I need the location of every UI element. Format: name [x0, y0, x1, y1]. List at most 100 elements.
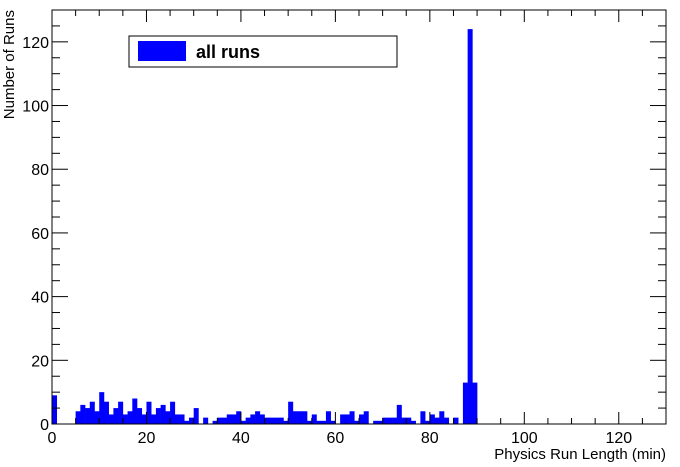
histogram-bar	[434, 417, 440, 424]
histogram-bar	[462, 382, 468, 424]
histogram-bar	[373, 420, 379, 424]
histogram-bar	[222, 417, 228, 424]
histogram-bar	[278, 417, 284, 424]
histogram-bar	[255, 411, 261, 424]
histogram-bar	[89, 401, 95, 424]
y-tick-label: 60	[31, 226, 49, 243]
histogram-bar	[245, 417, 251, 424]
histogram-bar	[269, 417, 275, 424]
histogram-bar	[382, 417, 388, 424]
histogram-bar	[75, 411, 81, 424]
histogram-bar	[141, 414, 147, 424]
histogram-bar	[273, 417, 279, 424]
histogram-bar	[330, 420, 336, 424]
histogram-bar	[302, 411, 308, 424]
legend: all runs	[128, 35, 398, 68]
y-tick-label: 100	[22, 99, 49, 116]
histogram-bar	[236, 411, 242, 424]
histogram-bar	[321, 420, 327, 424]
histogram-bar	[217, 417, 223, 424]
y-tick-label: 20	[31, 353, 49, 370]
histogram-bar	[108, 414, 114, 424]
histogram-bar	[453, 417, 459, 424]
histogram-bar	[132, 398, 138, 424]
histogram-bar	[311, 414, 317, 424]
histogram-bar	[99, 392, 105, 424]
histogram-bar	[179, 414, 185, 424]
histogram-bar	[165, 411, 171, 424]
y-tick-label: 40	[31, 290, 49, 307]
histogram-bar	[377, 420, 383, 424]
histogram-bar	[472, 382, 478, 424]
histogram-bar	[118, 401, 124, 424]
x-tick-label: 60	[327, 430, 345, 447]
histogram-bar	[288, 401, 294, 424]
histogram-bar	[396, 404, 402, 424]
histogram-bar	[188, 417, 194, 424]
x-tick-label: 20	[138, 430, 156, 447]
y-tick-label: 0	[40, 417, 49, 434]
histogram-bar	[340, 414, 346, 424]
plot-background	[52, 10, 666, 424]
histogram-bar	[203, 417, 209, 424]
histogram-bar	[155, 408, 161, 424]
histogram-bar	[349, 411, 355, 424]
histogram-bar	[250, 414, 256, 424]
x-axis-label: Physics Run Length (min)	[494, 446, 666, 463]
histogram-bar	[401, 417, 407, 424]
histogram-bar	[226, 414, 232, 424]
x-tick-label: 120	[605, 430, 632, 447]
histogram-bar	[151, 414, 157, 424]
histogram-bar	[292, 411, 298, 424]
x-tick-label: 100	[511, 430, 538, 447]
legend-label-all-runs: all runs	[196, 42, 260, 62]
histogram-bar	[80, 404, 86, 424]
histogram-bar	[439, 411, 445, 424]
histogram-bar	[264, 417, 270, 424]
histogram-bar	[85, 408, 91, 424]
histogram-bar	[127, 411, 133, 424]
plot-frame	[51, 9, 667, 425]
histogram-bar	[325, 411, 331, 424]
histogram-bar	[316, 420, 322, 424]
histogram-bar	[259, 414, 265, 424]
histogram-bar	[240, 420, 246, 424]
histogram-bar	[52, 395, 58, 424]
histogram-bar	[113, 408, 119, 424]
histogram-bar	[160, 404, 166, 424]
y-tick-label: 80	[31, 162, 49, 179]
histogram-bar	[231, 414, 237, 424]
histogram-bar	[297, 411, 303, 424]
histogram-bar	[363, 411, 369, 424]
histogram-bar	[307, 420, 313, 424]
histogram-bar	[170, 401, 176, 424]
x-tick-label: 80	[421, 430, 439, 447]
histogram-bar	[184, 420, 190, 424]
histogram-bar	[359, 414, 365, 424]
histogram-bar	[354, 420, 360, 424]
histogram-bar	[387, 417, 393, 424]
histogram-bar	[420, 411, 426, 424]
histogram-bar	[392, 417, 398, 424]
histogram-bars	[52, 29, 478, 425]
axis-ticks	[51, 9, 667, 425]
y-tick-label: 120	[22, 35, 49, 52]
histogram-bar	[283, 420, 289, 424]
histogram-bar	[344, 414, 350, 424]
histogram-bar	[174, 414, 180, 424]
histogram-bar	[406, 417, 412, 424]
histogram-bar	[122, 414, 128, 424]
histogram-bar	[425, 420, 431, 424]
histogram-bar	[212, 420, 218, 424]
histogram-bar	[467, 29, 473, 425]
y-axis-label: Number of Runs	[1, 10, 18, 119]
histogram-bar	[103, 401, 109, 424]
histogram-bar	[137, 408, 143, 424]
histogram-bar	[410, 420, 416, 424]
histogram-bar	[94, 411, 100, 424]
x-tick-label: 0	[48, 430, 57, 447]
histogram-bar	[444, 417, 450, 424]
tick-labels: 0 20 40 60 80 100 120 0 20 40 60 80 100 120	[22, 35, 632, 447]
x-tick-label: 40	[232, 430, 250, 447]
